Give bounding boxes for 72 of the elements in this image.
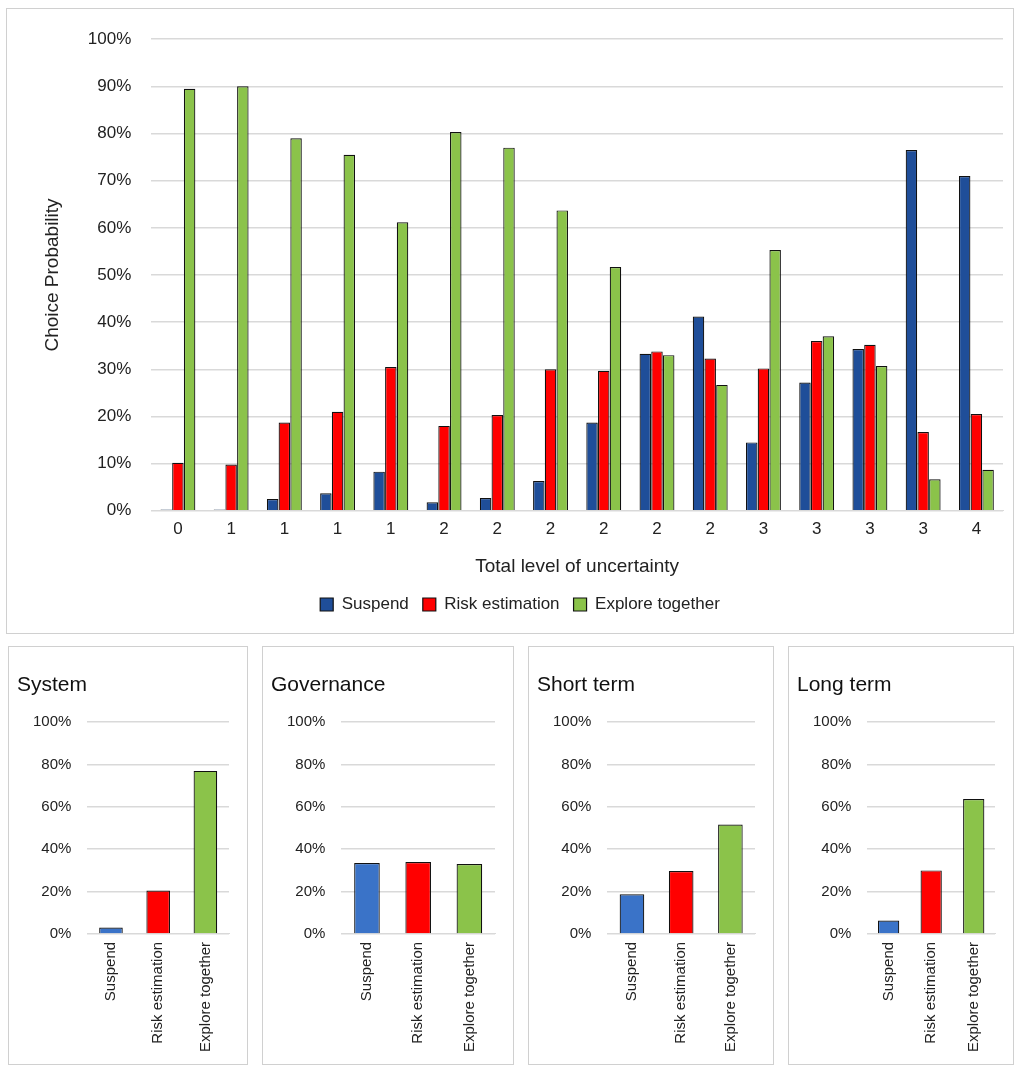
x-tick-label: 3 xyxy=(865,518,875,538)
chart-title: System xyxy=(17,672,88,696)
y-tick-label: 60% xyxy=(41,797,72,815)
legend-label: Suspend xyxy=(341,594,409,614)
legend-label: Explore together xyxy=(595,594,721,614)
y-tick-label: 20% xyxy=(97,406,132,426)
y-tick-label: 100% xyxy=(812,712,852,730)
y-tick-label: 0% xyxy=(569,924,592,942)
x-tick-label: Explore together xyxy=(195,941,213,1053)
y-tick-label: 90% xyxy=(97,76,132,96)
x-tick-label: Suspend xyxy=(622,941,640,1002)
y-tick-label: 100% xyxy=(552,712,592,730)
x-tick-label: 3 xyxy=(918,518,928,538)
y-tick-label: 40% xyxy=(561,839,592,857)
y-tick-label: 0% xyxy=(829,924,852,942)
x-tick-label: 2 xyxy=(652,518,662,538)
y-tick-label: 80% xyxy=(295,754,326,772)
x-tick-label: 3 xyxy=(758,518,769,538)
y-tick-label: 60% xyxy=(295,797,326,815)
y-tick-label: 100% xyxy=(87,28,132,48)
x-tick-label: Suspend xyxy=(101,941,119,1002)
chart-title: Governance xyxy=(271,672,386,696)
x-tick-label: Explore together xyxy=(459,941,477,1053)
y-tick-label: 80% xyxy=(41,754,72,772)
x-tick-label: 2 xyxy=(705,518,715,538)
x-tick-label: 0 xyxy=(173,518,183,538)
x-tick-label: 2 xyxy=(439,518,449,538)
y-tick-label: 60% xyxy=(561,797,592,815)
y-tick-label: 10% xyxy=(97,453,132,473)
y-tick-label: 40% xyxy=(41,839,72,857)
x-tick-label: 1 xyxy=(279,518,290,538)
x-tick-label: 2 xyxy=(545,518,556,538)
x-tick-label: Risk estimation xyxy=(921,941,939,1044)
x-tick-label: Suspend xyxy=(357,941,375,1002)
x-tick-label: 1 xyxy=(332,518,343,538)
x-axis-title: Total level of uncertainty xyxy=(475,554,680,576)
x-tick-label: Explore together xyxy=(720,941,738,1053)
x-tick-label: Suspend xyxy=(878,941,896,1002)
x-tick-label: Explore together xyxy=(963,941,981,1053)
x-tick-label: 3 xyxy=(811,518,822,538)
chart-title: Long term xyxy=(797,672,892,696)
y-tick-label: 0% xyxy=(106,500,132,520)
chart-title: Short term xyxy=(537,672,636,696)
y-tick-label: 80% xyxy=(821,754,852,772)
y-tick-label: 100% xyxy=(286,712,326,730)
x-tick-label: 2 xyxy=(492,518,503,538)
x-tick-label: 1 xyxy=(386,518,396,538)
y-tick-label: 0% xyxy=(303,924,326,942)
y-tick-label: 20% xyxy=(295,881,326,899)
y-tick-label: 20% xyxy=(561,881,592,899)
legend-label: Risk estimation xyxy=(444,594,560,614)
x-tick-label: Risk estimation xyxy=(408,941,426,1044)
y-tick-label: 0% xyxy=(49,924,72,942)
y-tick-label: 40% xyxy=(821,839,852,857)
x-tick-label: Risk estimation xyxy=(148,941,166,1044)
y-tick-label: 40% xyxy=(295,839,326,857)
y-tick-label: 60% xyxy=(97,217,132,237)
x-tick-label: 4 xyxy=(971,518,982,538)
x-tick-label: 1 xyxy=(226,518,236,538)
y-tick-label: 40% xyxy=(97,311,132,331)
x-tick-label: Risk estimation xyxy=(671,941,689,1044)
y-tick-label: 20% xyxy=(41,881,72,899)
y-tick-label: 30% xyxy=(97,359,132,379)
y-axis-title: Choice Probability xyxy=(40,197,62,352)
y-tick-label: 50% xyxy=(97,264,132,284)
y-tick-label: 100% xyxy=(32,712,72,730)
y-tick-label: 80% xyxy=(561,754,592,772)
y-tick-label: 60% xyxy=(821,797,852,815)
y-tick-label: 80% xyxy=(97,123,132,143)
x-tick-label: 2 xyxy=(599,518,609,538)
y-tick-label: 70% xyxy=(97,170,132,190)
y-tick-label: 20% xyxy=(821,881,852,899)
